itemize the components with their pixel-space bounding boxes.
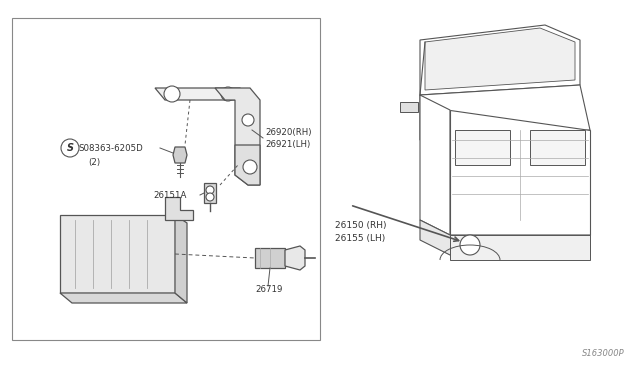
Polygon shape <box>420 85 590 140</box>
Polygon shape <box>204 183 216 203</box>
Polygon shape <box>60 293 187 303</box>
Polygon shape <box>235 145 260 185</box>
Bar <box>530 130 585 165</box>
Polygon shape <box>420 95 450 235</box>
Circle shape <box>164 86 180 102</box>
Circle shape <box>61 139 79 157</box>
Polygon shape <box>420 25 580 95</box>
Text: 26920(RH): 26920(RH) <box>265 128 312 137</box>
Polygon shape <box>420 220 590 255</box>
Circle shape <box>243 160 257 174</box>
Text: 26719: 26719 <box>255 285 282 295</box>
Polygon shape <box>285 246 305 270</box>
Circle shape <box>221 87 235 101</box>
Bar <box>12 18 320 340</box>
Bar <box>455 130 510 165</box>
Polygon shape <box>60 215 175 293</box>
Circle shape <box>242 114 254 126</box>
Circle shape <box>460 235 480 255</box>
Text: 26921(LH): 26921(LH) <box>265 140 310 148</box>
Polygon shape <box>155 88 250 100</box>
Polygon shape <box>165 197 193 220</box>
Text: S08363-6205D: S08363-6205D <box>78 144 143 153</box>
Text: S163000P: S163000P <box>582 349 625 358</box>
Polygon shape <box>450 110 590 235</box>
Circle shape <box>206 193 214 201</box>
Polygon shape <box>425 28 575 90</box>
Polygon shape <box>450 235 590 260</box>
Circle shape <box>206 186 214 194</box>
Polygon shape <box>175 215 187 303</box>
Polygon shape <box>215 88 260 185</box>
Text: S: S <box>67 143 74 153</box>
Polygon shape <box>173 147 187 163</box>
Text: (2): (2) <box>88 157 100 167</box>
Text: 26155 (LH): 26155 (LH) <box>335 234 385 243</box>
Text: 26150 (RH): 26150 (RH) <box>335 221 387 230</box>
Polygon shape <box>400 102 418 112</box>
Text: 26151A: 26151A <box>153 190 186 199</box>
Polygon shape <box>255 248 285 268</box>
